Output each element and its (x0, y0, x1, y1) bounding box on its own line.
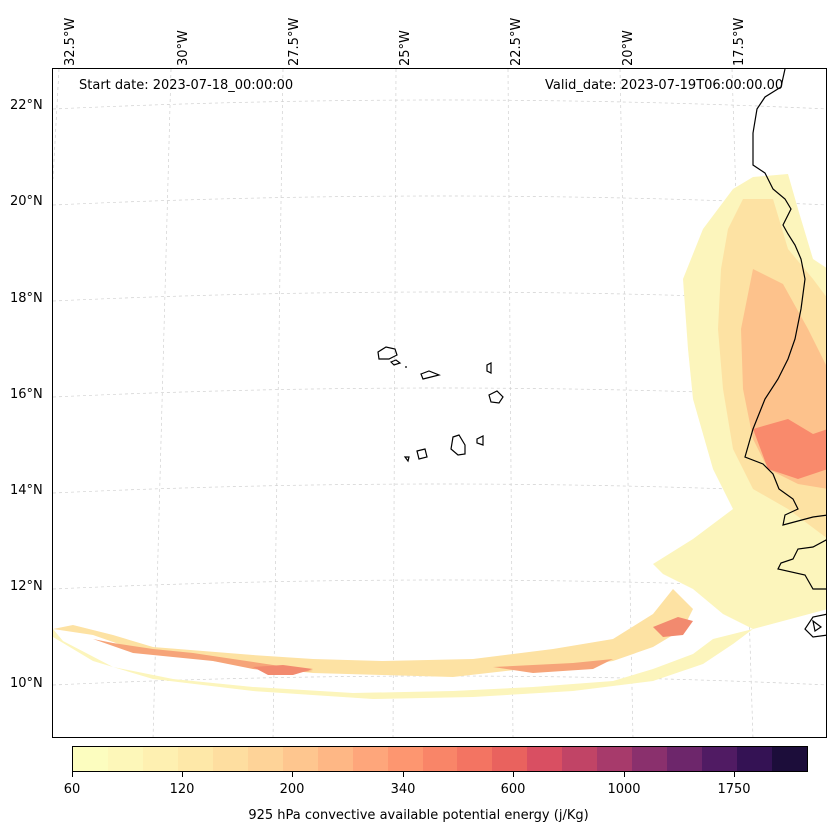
map-panel (52, 68, 827, 738)
colorbar-tick-600 (513, 772, 514, 777)
colorbar-label-600: 600 (500, 782, 526, 797)
colorbar-swatch-3 (177, 747, 213, 771)
colorbar-swatch-1 (107, 747, 143, 771)
lon-label-30w: 30°W (176, 30, 191, 66)
colorbar-label-120: 120 (169, 782, 195, 797)
colorbar-swatch-6 (282, 747, 318, 771)
cape-itcz-band (53, 589, 693, 677)
colorbar-label-1750: 1750 (717, 782, 751, 797)
colorbar-swatch-16 (632, 747, 668, 771)
meridian-20w (619, 69, 634, 737)
island-brava (403, 456, 410, 463)
island-sao-nicolau (420, 370, 441, 380)
coastline-guinea (804, 613, 826, 638)
meridian-30w (152, 69, 172, 737)
colorbar-tick-340 (403, 772, 404, 777)
coastline-bijagos (812, 619, 823, 632)
colorbar-swatch-8 (352, 747, 388, 771)
gridlines (53, 69, 826, 737)
colorbar-swatch-15 (597, 747, 633, 771)
coastlines (377, 69, 826, 638)
cape-itcz-core (93, 639, 313, 673)
colorbar (72, 746, 808, 772)
colorbar-swatch-12 (492, 747, 528, 771)
colorbar-swatch-4 (212, 747, 248, 771)
colorbar-tick-1750 (734, 772, 735, 777)
colorbar-swatch-14 (562, 747, 598, 771)
lat-label-10n: 10°N (10, 676, 43, 691)
colorbar-tick-60 (72, 772, 73, 777)
island-santiago (450, 434, 466, 456)
lon-label-27-5w: 27.5°W (287, 17, 302, 66)
cape-itcz-core-3 (653, 617, 693, 637)
cape-itcz-core-4 (493, 659, 613, 673)
island-sao-vicente (389, 359, 402, 366)
colorbar-tick-1000 (624, 772, 625, 777)
colorbar-tick-200 (292, 772, 293, 777)
island-boa-vista (488, 390, 504, 404)
colorbar-title: 925 hPa convective available potential e… (248, 808, 589, 823)
lon-label-32-5w: 32.5°W (63, 17, 78, 66)
meridian-17-5w (731, 69, 754, 737)
parallel-22n (53, 99, 826, 110)
colorbar-swatch-9 (387, 747, 423, 771)
lon-label-25w: 25°W (398, 30, 413, 66)
island-fogo (416, 448, 428, 460)
coastline-africa-west (744, 69, 826, 526)
lat-label-20n: 20°N (10, 194, 43, 209)
colorbar-swatch-13 (527, 747, 563, 771)
colorbar-swatch-0 (73, 747, 108, 771)
valid-date-label: Valid_date: 2023-07-19T06:00:00.00 (545, 78, 784, 93)
coastline-guinea-bissau (777, 539, 826, 590)
colorbar-label-60: 60 (63, 782, 81, 797)
island-sal (486, 362, 492, 374)
parallel-20n (53, 195, 826, 206)
lat-label-16n: 16°N (10, 387, 43, 402)
meridian-22-5w (507, 69, 514, 737)
colorbar-swatch-2 (142, 747, 178, 771)
lon-label-20w: 20°W (621, 30, 636, 66)
lat-label-22n: 22°N (10, 98, 43, 113)
lat-label-18n: 18°N (10, 291, 43, 306)
colorbar-swatch-10 (422, 747, 458, 771)
island-santo-antao (377, 346, 398, 360)
colorbar-label-340: 340 (390, 782, 416, 797)
meridian-25w (392, 69, 397, 737)
colorbar-swatch-18 (702, 747, 738, 771)
parallel-14n (53, 483, 826, 494)
meridian-32-5w (53, 69, 60, 180)
lat-label-14n: 14°N (10, 483, 43, 498)
cape-core-senegal (753, 419, 826, 479)
lon-label-17-5w: 17.5°W (732, 17, 747, 66)
colorbar-label-1000: 1000 (607, 782, 641, 797)
lat-label-12n: 12°N (10, 579, 43, 594)
meridian-27-5w (272, 69, 284, 737)
colorbar-swatch-17 (667, 747, 703, 771)
colorbar-label-200: 200 (279, 782, 305, 797)
island-maio (476, 435, 484, 446)
colorbar-swatch-7 (317, 747, 353, 771)
cape-itcz-core-2 (253, 665, 313, 675)
colorbar-swatch-20 (772, 747, 808, 771)
colorbar-swatch-5 (247, 747, 283, 771)
start-date-label: Start date: 2023-07-18_00:00:00 (79, 78, 294, 93)
lon-label-22-5w: 22.5°W (509, 17, 524, 66)
map-canvas (53, 69, 826, 737)
colorbar-swatch-19 (737, 747, 773, 771)
colorbar-tick-120 (182, 772, 183, 777)
cape-field (53, 174, 826, 699)
colorbar-swatch-11 (457, 747, 493, 771)
cape-band-outer (53, 174, 826, 699)
